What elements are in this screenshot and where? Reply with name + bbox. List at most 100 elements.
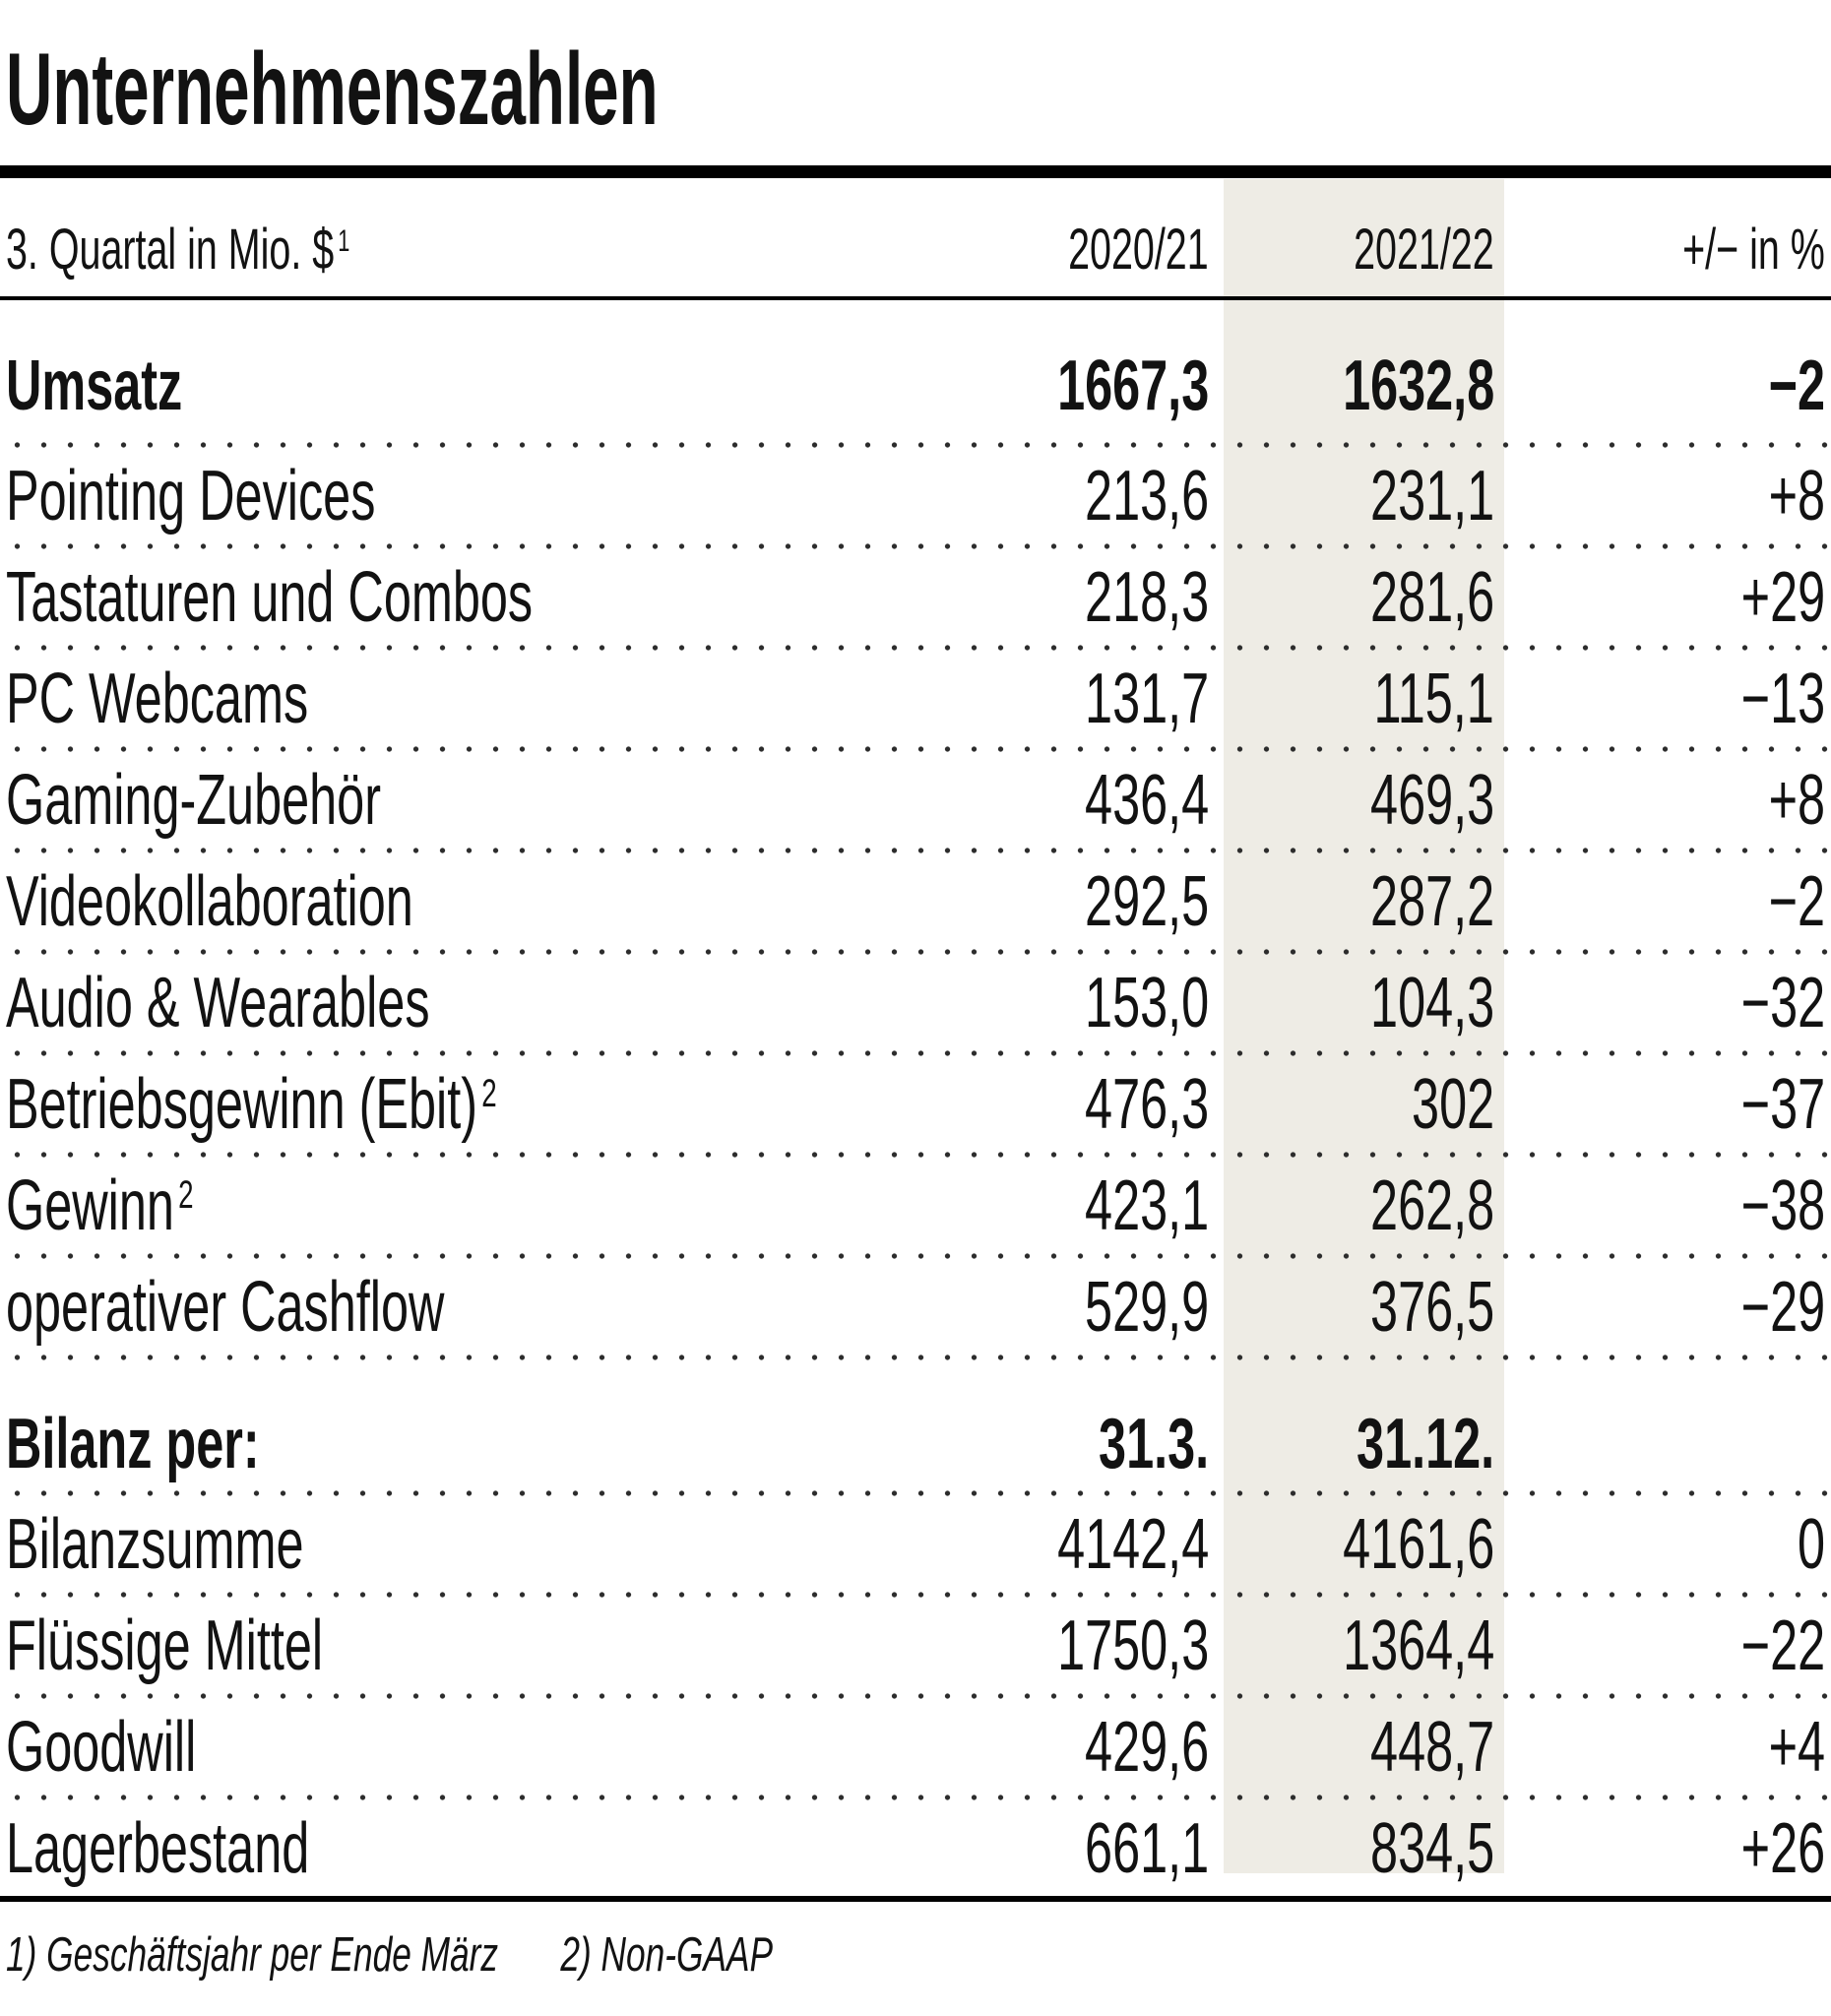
dotted-separator [0, 1253, 1831, 1259]
value-change: +4 [1768, 1707, 1825, 1787]
value-2021-22: 448,7 [1369, 1707, 1494, 1787]
table-row: Flüssige Mittel 1750,3 1364,4 −22 [0, 1598, 1831, 1693]
row-label: Flüssige Mittel [6, 1606, 324, 1685]
title-divider [0, 165, 1831, 178]
row-label: Pointing Devices [6, 456, 376, 536]
row-label: Betriebsgewinn (Ebit) 2 [6, 1064, 497, 1144]
row-label: Umsatz [6, 346, 183, 425]
header-col-change: +/− in % [1682, 218, 1825, 282]
row-label: Tastaturen und Combos [6, 557, 534, 637]
value-2020-21: 661,1 [1084, 1808, 1209, 1888]
dotted-separator [0, 848, 1831, 853]
table-row: Tastaturen und Combos 218,3 281,6 +29 [0, 549, 1831, 645]
table-row: Gaming-Zubehör 436,4 469,3 +8 [0, 752, 1831, 848]
value-change [1494, 1404, 1825, 1484]
row-label: Videokollaboration [6, 861, 413, 941]
row-label: Goodwill [6, 1707, 197, 1787]
footnote-1: 1) Geschäftsjahr per Ende März [6, 1928, 499, 1982]
table-row: Videokollaboration 292,5 287,2 −2 [0, 853, 1831, 949]
row-label: PC Webcams [6, 659, 309, 738]
row-label: Bilanz per: [6, 1405, 260, 1483]
highlight-column-band [1224, 179, 1504, 1873]
value-2021-22: 231,1 [1369, 456, 1494, 536]
table-row: Goodwill 429,6 448,7 +4 [0, 1699, 1831, 1795]
value-2021-22: 115,1 [1373, 659, 1494, 738]
footnote-marker: 2 [178, 1172, 194, 1217]
dotted-separator [0, 949, 1831, 955]
dotted-separator [0, 543, 1831, 549]
table-row: Bilanzsumme 4142,4 4161,6 0 [0, 1496, 1831, 1592]
table-row: Umsatz 1667,3 1632,8 −2 [0, 300, 1831, 442]
value-2020-21: 31.3. [1098, 1405, 1209, 1483]
header-col-2021-22: 2021/22 [1354, 218, 1494, 282]
value-2020-21: 1667,3 [1056, 346, 1209, 425]
value-change: −13 [1740, 659, 1825, 738]
table-header: 3. Quartal in Mio. $1 2020/21 2021/22 +/… [0, 178, 1831, 296]
page-title: Unternehmenszahlen [6, 32, 659, 147]
value-2020-21: 213,6 [1084, 456, 1209, 536]
header-col-2020-21: 2020/21 [1068, 218, 1209, 282]
dotted-separator [0, 1490, 1831, 1496]
value-2020-21: 1750,3 [1056, 1606, 1209, 1685]
table-row: Lagerbestand 661,1 834,5 +26 [0, 1800, 1831, 1896]
table-body: Umsatz 1667,3 1632,8 −2 Pointing Devices… [0, 300, 1831, 1896]
value-2021-22: 287,2 [1369, 861, 1494, 941]
value-2020-21: 131,7 [1084, 659, 1209, 738]
dotted-separator [0, 442, 1831, 448]
value-2021-22: 262,8 [1369, 1166, 1494, 1245]
value-2020-21: 429,6 [1084, 1707, 1209, 1787]
value-2020-21: 218,3 [1084, 557, 1209, 637]
table-row: Betriebsgewinn (Ebit) 2 476,3 302 −37 [0, 1056, 1831, 1152]
value-2021-22: 376,5 [1369, 1267, 1494, 1347]
value-2020-21: 4142,4 [1056, 1504, 1209, 1584]
header-unit-label: 3. Quartal in Mio. $1 [6, 218, 350, 282]
footnote-marker: 2 [481, 1071, 497, 1115]
value-2021-22: 104,3 [1369, 963, 1494, 1042]
footnotes: 1) Geschäftsjahr per Ende März 2) Non-GAA… [0, 1927, 1831, 1983]
value-2020-21: 423,1 [1084, 1166, 1209, 1245]
value-change: −2 [1768, 346, 1825, 425]
table-row: Gewinn 2 423,1 262,8 −38 [0, 1158, 1831, 1253]
value-2021-22: 281,6 [1369, 557, 1494, 637]
row-label: Audio & Wearables [6, 963, 430, 1042]
row-label: Lagerbestand [6, 1808, 310, 1888]
value-change: −38 [1740, 1166, 1825, 1245]
value-change: 0 [1797, 1504, 1825, 1584]
row-label: operativer Cashflow [6, 1267, 445, 1347]
value-2020-21: 153,0 [1084, 963, 1209, 1042]
value-change: −22 [1740, 1606, 1825, 1685]
row-label: Gewinn 2 [6, 1166, 194, 1245]
value-change: −2 [1768, 861, 1825, 941]
dotted-separator [0, 645, 1831, 651]
row-label: Bilanzsumme [6, 1504, 304, 1584]
value-change: −29 [1740, 1267, 1825, 1347]
dotted-separator [0, 1354, 1831, 1360]
header-divider [0, 296, 1831, 300]
value-2020-21: 436,4 [1084, 760, 1209, 840]
table-bottom-divider [0, 1896, 1831, 1902]
table-row: Bilanz per: 31.3. 31.12. [0, 1398, 1831, 1490]
value-change: −32 [1740, 963, 1825, 1042]
value-2021-22: 31.12. [1356, 1405, 1494, 1483]
table-row: operativer Cashflow 529,9 376,5 −29 [0, 1259, 1831, 1354]
dotted-separator [0, 746, 1831, 752]
value-change: −37 [1740, 1064, 1825, 1144]
value-change: +26 [1740, 1808, 1825, 1888]
row-label: Gaming-Zubehör [6, 760, 381, 840]
dotted-separator [0, 1693, 1831, 1699]
value-2021-22: 302 [1411, 1064, 1494, 1144]
value-change: +29 [1740, 557, 1825, 637]
value-2021-22: 469,3 [1369, 760, 1494, 840]
footnote-2: 2) Non-GAAP [560, 1928, 774, 1982]
table-row: PC Webcams 131,7 115,1 −13 [0, 651, 1831, 746]
value-2021-22: 4161,6 [1342, 1504, 1494, 1584]
value-2021-22: 1364,4 [1342, 1606, 1494, 1685]
dotted-separator [0, 1592, 1831, 1598]
dotted-separator [0, 1050, 1831, 1056]
footnote-marker-1: 1 [338, 222, 350, 259]
dotted-separator [0, 1795, 1831, 1800]
value-change: +8 [1768, 456, 1825, 536]
table-row: Audio & Wearables 153,0 104,3 −32 [0, 955, 1831, 1050]
value-2020-21: 529,9 [1084, 1267, 1209, 1347]
